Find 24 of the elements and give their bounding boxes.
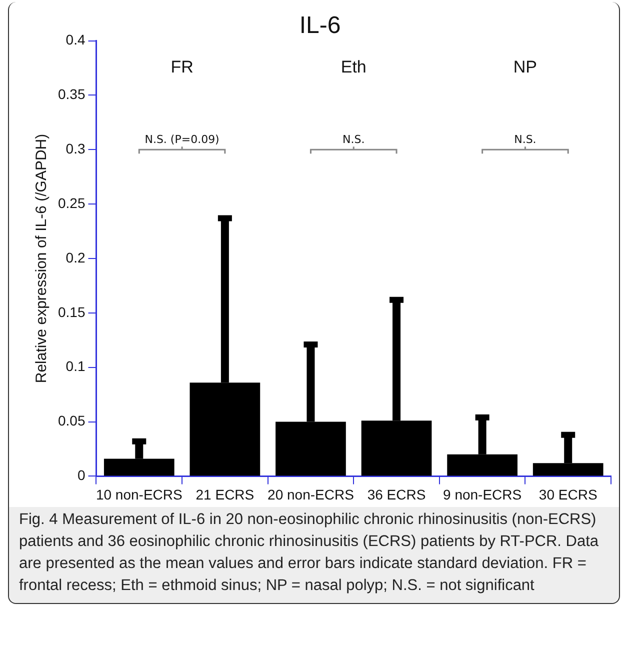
x-tick-label: 10 non-ECRS bbox=[96, 486, 182, 502]
annotation: Eth bbox=[340, 58, 366, 77]
y-tick-label: 0.1 bbox=[66, 358, 86, 374]
y-tick-label: 0 bbox=[77, 467, 86, 484]
annotation: NP bbox=[513, 58, 538, 77]
x-tick-label: 20 non-ECRS bbox=[268, 486, 354, 502]
chart-title: IL-6 bbox=[299, 12, 341, 40]
annotation: FR bbox=[170, 58, 194, 77]
y-tick-label: 0.25 bbox=[58, 194, 86, 211]
annotation: N.S. bbox=[514, 133, 536, 146]
x-tick-label: 36 ECRS bbox=[367, 486, 426, 502]
caption: Fig. 4 Measurement of IL-6 in 20 non-eosinophilic chronic rhinosinusitis (non-ECRS) patients and 36 eosinophilic chronic rhinosinusitis (ECRS) patients by RT-PCR. Data are presented as the mean values and error bars indicate standard deviation. FR = frontal recess; Eth = ethmoid sinus; NP = nasal polyp; N.S. = not significant bbox=[9, 507, 619, 603]
y-tick-label: 0.3 bbox=[66, 140, 86, 157]
y-tick-label: 0.35 bbox=[58, 86, 86, 102]
y-tick-label: 0.15 bbox=[58, 304, 86, 320]
y-tick-label: 0.2 bbox=[66, 249, 86, 266]
annotation: N.S. bbox=[342, 133, 365, 146]
x-tick-label: 9 non-ECRS bbox=[443, 486, 522, 502]
y-axis-title: Relative expression of IL-6 (/GAPDH) bbox=[33, 134, 50, 384]
annotation: N.S. (P=0.09) bbox=[144, 133, 220, 146]
x-tick-label: 30 ECRS bbox=[538, 486, 598, 502]
y-tick-label: 0.05 bbox=[58, 412, 86, 429]
x-tick-label: 21 ECRS bbox=[196, 486, 254, 502]
y-tick-label: 0.4 bbox=[66, 32, 86, 48]
